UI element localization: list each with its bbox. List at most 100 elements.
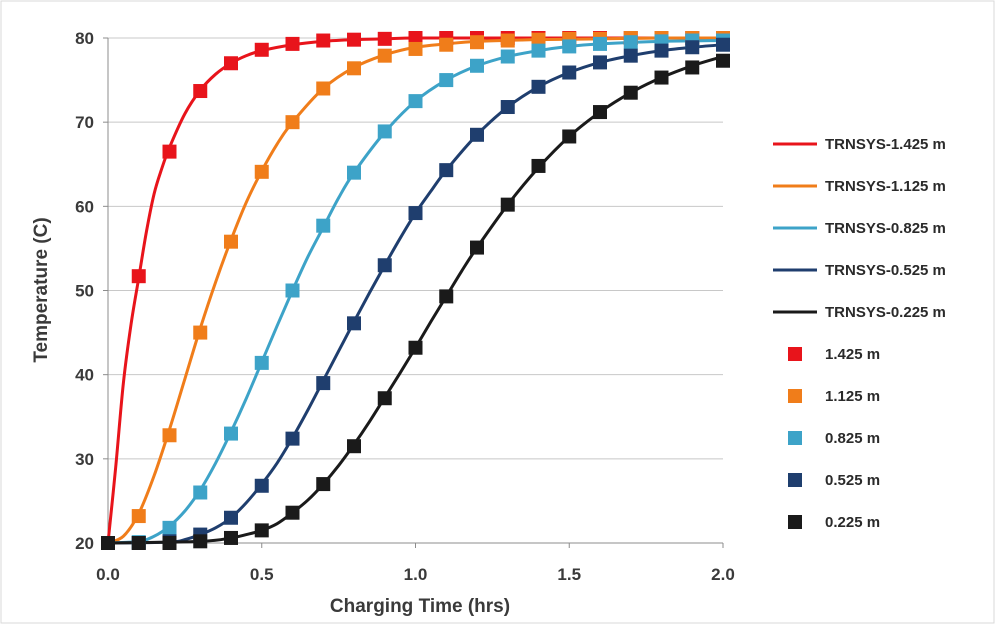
data-point-1-425-m: [131, 269, 146, 284]
y-tick-label: 80: [75, 29, 94, 48]
data-point-0-825-m: [224, 426, 238, 441]
data-point-0-225-m: [685, 60, 700, 75]
x-axis-title: Charging Time (hrs): [330, 596, 510, 617]
x-tick-label: 1.5: [557, 565, 581, 584]
legend-swatch-0-525-m: [788, 473, 802, 487]
data-point-0-525-m: [654, 43, 669, 58]
series-line-trnsys-1-125-m: [107, 36, 724, 545]
y-tick-label: 60: [75, 197, 94, 216]
data-point-1-125-m: [131, 509, 146, 524]
data-point-0-825-m: [285, 283, 300, 298]
x-tick-label: 2.0: [711, 565, 735, 584]
data-point-0-825-m: [623, 35, 638, 50]
data-point-1-425-m: [316, 33, 331, 48]
axes: [107, 38, 723, 544]
y-tick-label: 30: [75, 450, 94, 469]
data-point-1-125-m: [224, 234, 238, 249]
y-tick-label: 40: [75, 366, 94, 385]
data-point-0-825-m: [562, 39, 577, 54]
data-point-0-225-m: [716, 53, 730, 68]
data-series: [101, 31, 730, 550]
data-point-0-225-m: [285, 505, 300, 520]
x-tick-label: 0.0: [96, 565, 120, 584]
data-point-0-225-m: [377, 391, 392, 406]
y-axis-title: Temperature (C): [31, 217, 52, 362]
data-point-0-225-m: [131, 536, 146, 550]
data-point-1-125-m: [162, 428, 177, 443]
data-point-0-825-m: [408, 94, 423, 109]
legend-label-0-825-m: 0.825 m: [825, 430, 880, 447]
data-point-0-525-m: [685, 40, 700, 55]
y-tick-labels: 20 30 40 50 60 70 80: [75, 29, 94, 553]
data-point-0-525-m: [500, 100, 515, 115]
data-point-0-525-m: [224, 510, 238, 525]
legend-label-trnsys-0-825-m: TRNSYS-0.825 m: [825, 220, 946, 237]
legend-label-1-125-m: 1.125 m: [825, 388, 880, 405]
data-point-0-225-m: [439, 289, 454, 304]
data-point-1-125-m: [470, 35, 484, 50]
data-point-0-225-m: [347, 439, 361, 454]
data-point-0-825-m: [439, 73, 454, 88]
x-tick-labels: 0.0 0.5 1.0 1.5 2.0: [96, 565, 735, 584]
data-point-0-825-m: [377, 124, 392, 139]
data-point-0-225-m: [408, 340, 423, 355]
legend-swatch-1-125-m: [788, 389, 802, 403]
legend-label-trnsys-1-125-m: TRNSYS-1.125 m: [825, 178, 946, 195]
legend-label-0-525-m: 0.525 m: [825, 472, 880, 489]
data-point-0-825-m: [347, 165, 361, 180]
data-point-0-825-m: [193, 485, 208, 500]
data-point-0-825-m: [500, 49, 515, 64]
data-point-0-525-m: [562, 65, 577, 80]
data-point-1-425-m: [193, 84, 208, 99]
y-tick-label: 20: [75, 534, 94, 553]
data-point-1-425-m: [162, 144, 177, 159]
data-point-0-525-m: [285, 431, 300, 446]
data-point-1-425-m: [285, 36, 300, 51]
legend-label-0-225-m: 0.225 m: [825, 514, 880, 531]
data-point-0-825-m: [531, 43, 546, 58]
data-point-0-225-m: [500, 197, 515, 212]
data-point-0-225-m: [593, 105, 607, 120]
data-point-0-525-m: [316, 376, 331, 391]
data-point-0-525-m: [347, 316, 361, 331]
data-point-1-125-m: [377, 48, 392, 63]
data-point-0-525-m: [623, 48, 638, 63]
data-point-1-125-m: [408, 41, 423, 56]
data-point-1-125-m: [254, 164, 269, 179]
data-point-0-825-m: [470, 58, 484, 73]
data-point-0-525-m: [531, 79, 546, 94]
legend-label-trnsys-1-425-m: TRNSYS-1.425 m: [825, 136, 946, 153]
legend-swatch-1-425-m: [788, 347, 802, 361]
data-point-1-425-m: [224, 56, 238, 71]
x-tick-label: 0.5: [250, 565, 274, 584]
legend: TRNSYS-1.425 m TRNSYS-1.125 m TRNSYS-0.825…: [773, 136, 946, 531]
data-point-0-525-m: [593, 55, 607, 70]
legend-label-trnsys-0-525-m: TRNSYS-0.525 m: [825, 262, 946, 279]
data-point-1-125-m: [193, 325, 208, 340]
data-point-1-425-m: [347, 32, 361, 47]
y-tick-label: 50: [75, 282, 94, 301]
data-point-1-125-m: [500, 33, 515, 48]
data-point-0-825-m: [162, 520, 177, 535]
legend-label-1-425-m: 1.425 m: [825, 346, 880, 363]
data-point-0-525-m: [439, 163, 454, 178]
data-point-1-125-m: [285, 115, 300, 130]
data-point-1-125-m: [347, 61, 361, 76]
data-point-1-125-m: [531, 32, 546, 47]
data-point-0-525-m: [254, 478, 269, 493]
data-point-0-225-m: [470, 240, 484, 255]
data-point-0-525-m: [716, 37, 730, 52]
data-point-0-525-m: [408, 206, 423, 221]
legend-swatch-0-825-m: [788, 431, 802, 445]
data-point-0-225-m: [254, 523, 269, 538]
data-point-1-425-m: [377, 31, 392, 46]
data-point-1-425-m: [254, 42, 269, 57]
data-point-0-225-m: [562, 129, 577, 144]
data-point-0-225-m: [531, 158, 546, 173]
data-point-1-125-m: [316, 81, 331, 96]
data-point-0-225-m: [101, 536, 115, 550]
data-point-0-225-m: [162, 536, 177, 550]
